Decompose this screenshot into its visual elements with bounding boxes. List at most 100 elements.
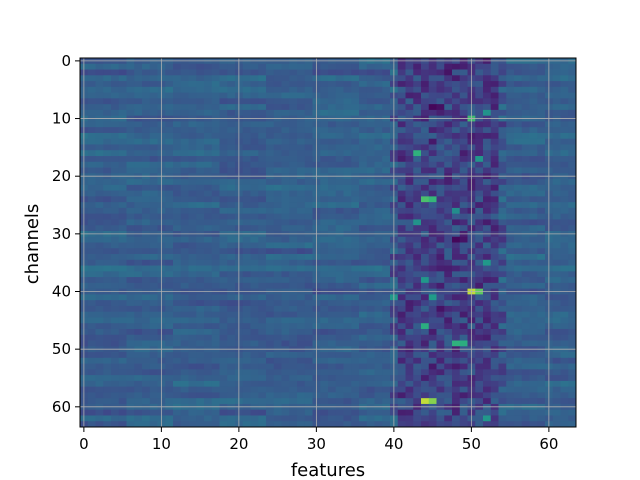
heatmap-cell	[289, 196, 298, 203]
heatmap-cell	[436, 248, 445, 255]
heatmap-cell	[242, 156, 251, 163]
heatmap-cell	[142, 421, 151, 428]
heatmap-cell	[196, 242, 205, 249]
heatmap-cell	[506, 109, 515, 117]
heatmap-cell	[537, 300, 546, 307]
heatmap-cell	[219, 380, 228, 388]
heatmap-cell	[266, 202, 275, 209]
heatmap-cell	[537, 323, 546, 330]
heatmap-cell	[320, 242, 329, 249]
heatmap-cell	[126, 300, 135, 307]
heatmap-cell	[219, 282, 228, 290]
heatmap-cell	[196, 127, 205, 134]
heatmap-cell	[475, 75, 484, 82]
heatmap-cell	[483, 63, 492, 70]
heatmap-cell	[366, 92, 375, 99]
heatmap-cell	[428, 369, 437, 376]
heatmap-cell	[281, 375, 290, 382]
heatmap-cell	[335, 132, 344, 140]
heatmap-cell	[413, 236, 422, 243]
heatmap-cell	[320, 300, 329, 307]
heatmap-cell	[529, 357, 538, 364]
heatmap-cell	[134, 375, 143, 382]
heatmap-cell	[343, 219, 352, 226]
heatmap-cell	[142, 398, 151, 405]
heatmap-cell	[134, 294, 143, 301]
heatmap-cell	[444, 69, 453, 76]
heatmap-cell	[529, 305, 538, 313]
heatmap-cell	[103, 225, 112, 232]
heatmap-cell	[142, 75, 151, 82]
heatmap-cell	[335, 421, 344, 428]
heatmap-cell	[366, 363, 375, 370]
heatmap-cell	[475, 248, 484, 255]
heatmap-cell	[297, 127, 306, 134]
heatmap-cell	[297, 265, 306, 272]
heatmap-cell	[103, 323, 112, 330]
heatmap-cell	[273, 121, 282, 128]
heatmap-cell	[87, 421, 96, 428]
heatmap-cell	[444, 421, 453, 428]
heatmap-cell	[382, 363, 391, 370]
heatmap-cell	[266, 98, 275, 105]
heatmap-cell	[529, 69, 538, 76]
heatmap-cell	[134, 202, 143, 209]
heatmap-cell	[111, 190, 120, 197]
heatmap-cell	[421, 328, 430, 336]
heatmap-cell	[452, 386, 461, 393]
heatmap-cell	[297, 311, 306, 318]
heatmap-cell	[289, 184, 298, 192]
heatmap-cell	[103, 415, 112, 422]
heatmap-cell	[149, 363, 158, 370]
heatmap-cell	[397, 328, 406, 336]
heatmap-cell	[335, 98, 344, 105]
heatmap-cell	[328, 213, 337, 220]
heatmap-cell	[180, 392, 189, 399]
heatmap-cell	[428, 265, 437, 272]
heatmap-cell	[126, 138, 135, 145]
heatmap-cell	[134, 392, 143, 399]
heatmap-cell	[242, 144, 251, 151]
heatmap-cell	[560, 340, 569, 347]
heatmap-cell	[118, 86, 127, 93]
heatmap-cell	[118, 409, 127, 416]
heatmap-cell	[304, 104, 313, 111]
heatmap-cell	[343, 138, 352, 145]
heatmap-cell	[103, 219, 112, 226]
heatmap-cell	[250, 398, 259, 405]
heatmap-cell	[483, 323, 492, 330]
heatmap-cell	[428, 415, 437, 422]
heatmap-cell	[436, 265, 445, 272]
heatmap-cell	[568, 421, 577, 428]
heatmap-cell	[366, 219, 375, 226]
heatmap-cell	[374, 328, 383, 336]
heatmap-cell	[173, 380, 182, 388]
heatmap-cell	[328, 225, 337, 232]
heatmap-cell	[382, 219, 391, 226]
heatmap-cell	[506, 207, 515, 215]
heatmap-cell	[196, 202, 205, 209]
heatmap-cell	[444, 225, 453, 232]
heatmap-cell	[173, 265, 182, 272]
heatmap-cell	[87, 132, 96, 140]
heatmap-cell	[514, 219, 523, 226]
heatmap-cell	[359, 81, 368, 88]
heatmap-cell	[351, 363, 360, 370]
heatmap-cell	[258, 369, 267, 376]
heatmap-cell	[359, 196, 368, 203]
heatmap-cell	[459, 409, 468, 416]
heatmap-cell	[204, 369, 213, 376]
heatmap-cell	[134, 311, 143, 318]
heatmap-cell	[289, 375, 298, 382]
heatmap-cell	[266, 109, 275, 117]
heatmap-cell	[242, 127, 251, 134]
heatmap-cell	[382, 328, 391, 336]
heatmap-cell	[490, 98, 499, 105]
heatmap-cell	[111, 219, 120, 226]
heatmap-cell	[173, 236, 182, 243]
heatmap-cell	[405, 357, 414, 364]
heatmap-cell	[405, 196, 414, 203]
heatmap-cell	[134, 305, 143, 313]
heatmap-cell	[343, 305, 352, 313]
heatmap-cell	[506, 254, 515, 261]
